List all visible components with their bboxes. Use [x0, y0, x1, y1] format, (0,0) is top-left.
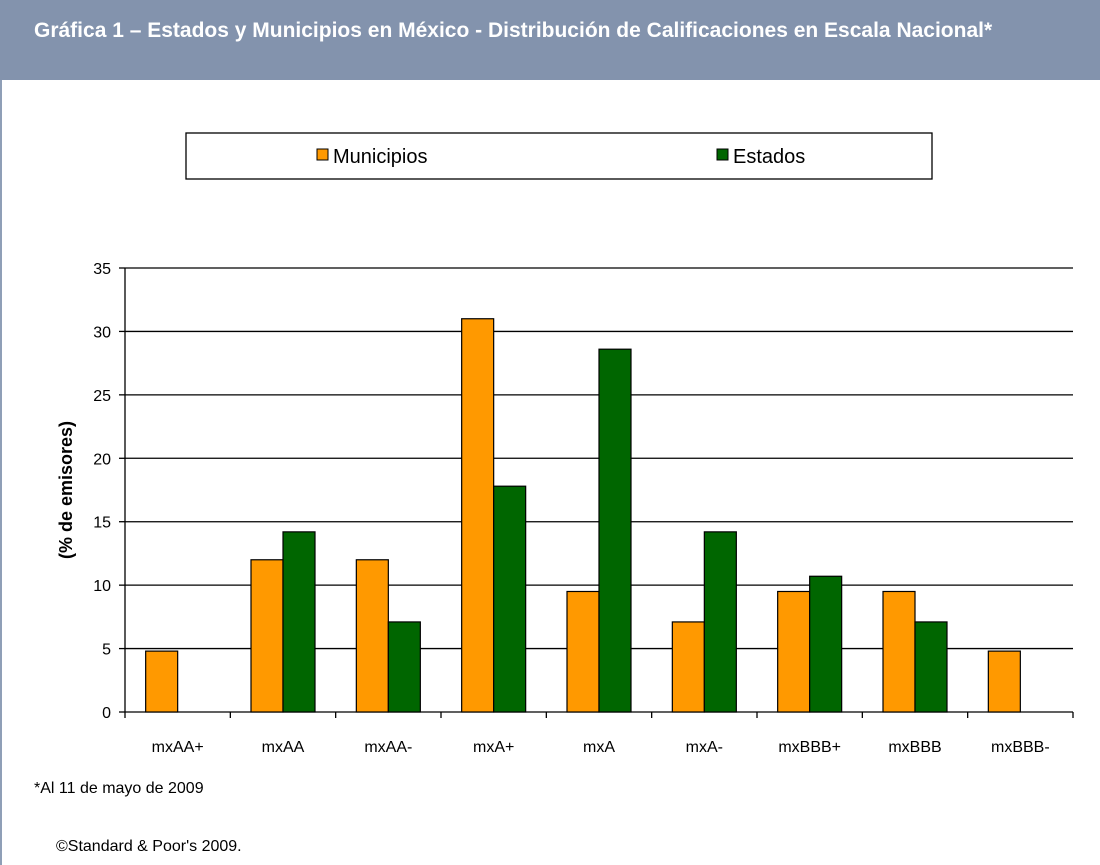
y-tick-label: 25	[93, 388, 111, 405]
chart-title: Gráfica 1 – Estados y Municipios en Méxi…	[34, 19, 993, 42]
footnote: *Al 11 de mayo de 2009	[34, 780, 204, 797]
bar-municipios	[671, 621, 705, 713]
copyright-notice: ©Standard & Poor's 2009.	[56, 838, 242, 855]
bar-municipios	[777, 590, 811, 713]
y-tick-label: 35	[93, 261, 111, 278]
bar-chart: 0 5 10 15 20 25 30 35 (% de emisores) mxAA+ mxAA mx…	[56, 132, 1074, 756]
x-tick-label: mxA+	[473, 739, 514, 756]
x-tick-label: mxA	[583, 739, 615, 756]
y-tick-label: 0	[102, 705, 111, 722]
legend-swatch-estados	[716, 148, 729, 161]
legend-box	[185, 132, 933, 180]
bar-municipios	[566, 590, 600, 713]
x-tick-label: mxBBB-	[991, 739, 1050, 756]
y-axis-label: (% de emisores)	[56, 421, 76, 559]
x-tick-label: mxAA-	[364, 739, 412, 756]
bar-estados	[387, 621, 421, 713]
legend-label-estados: Estados	[733, 146, 805, 168]
bar-municipios	[145, 650, 179, 713]
bar-estados	[493, 485, 527, 713]
legend-swatch-municipios	[316, 148, 329, 161]
y-tick-label: 30	[93, 324, 111, 341]
bar-municipios	[355, 559, 389, 713]
x-tick-label: mxAA	[262, 739, 305, 756]
bar-municipios	[987, 650, 1021, 713]
left-frame-line	[0, 0, 2, 865]
legend-label-municipios: Municipios	[333, 146, 427, 168]
x-tick-label: mxBBB	[888, 739, 941, 756]
y-tick-label: 10	[93, 578, 111, 595]
bar-estados	[809, 575, 843, 713]
bar-estados	[282, 531, 316, 713]
x-tick-label: mxBBB+	[778, 739, 841, 756]
bar-municipios	[250, 559, 284, 713]
bar-municipios	[461, 318, 495, 713]
chart-header-bar: Gráfica 1 – Estados y Municipios en Méxi…	[0, 0, 1100, 80]
y-tick-label: 15	[93, 515, 111, 532]
bar-municipios	[882, 590, 916, 713]
y-tick-label: 5	[102, 642, 111, 659]
bar-estados	[914, 621, 948, 713]
y-tick-label: 20	[93, 451, 111, 468]
x-tick-label: mxAA+	[152, 739, 204, 756]
x-tick-label: mxA-	[686, 739, 723, 756]
bar-estados	[598, 348, 632, 713]
bar-estados	[703, 531, 737, 713]
